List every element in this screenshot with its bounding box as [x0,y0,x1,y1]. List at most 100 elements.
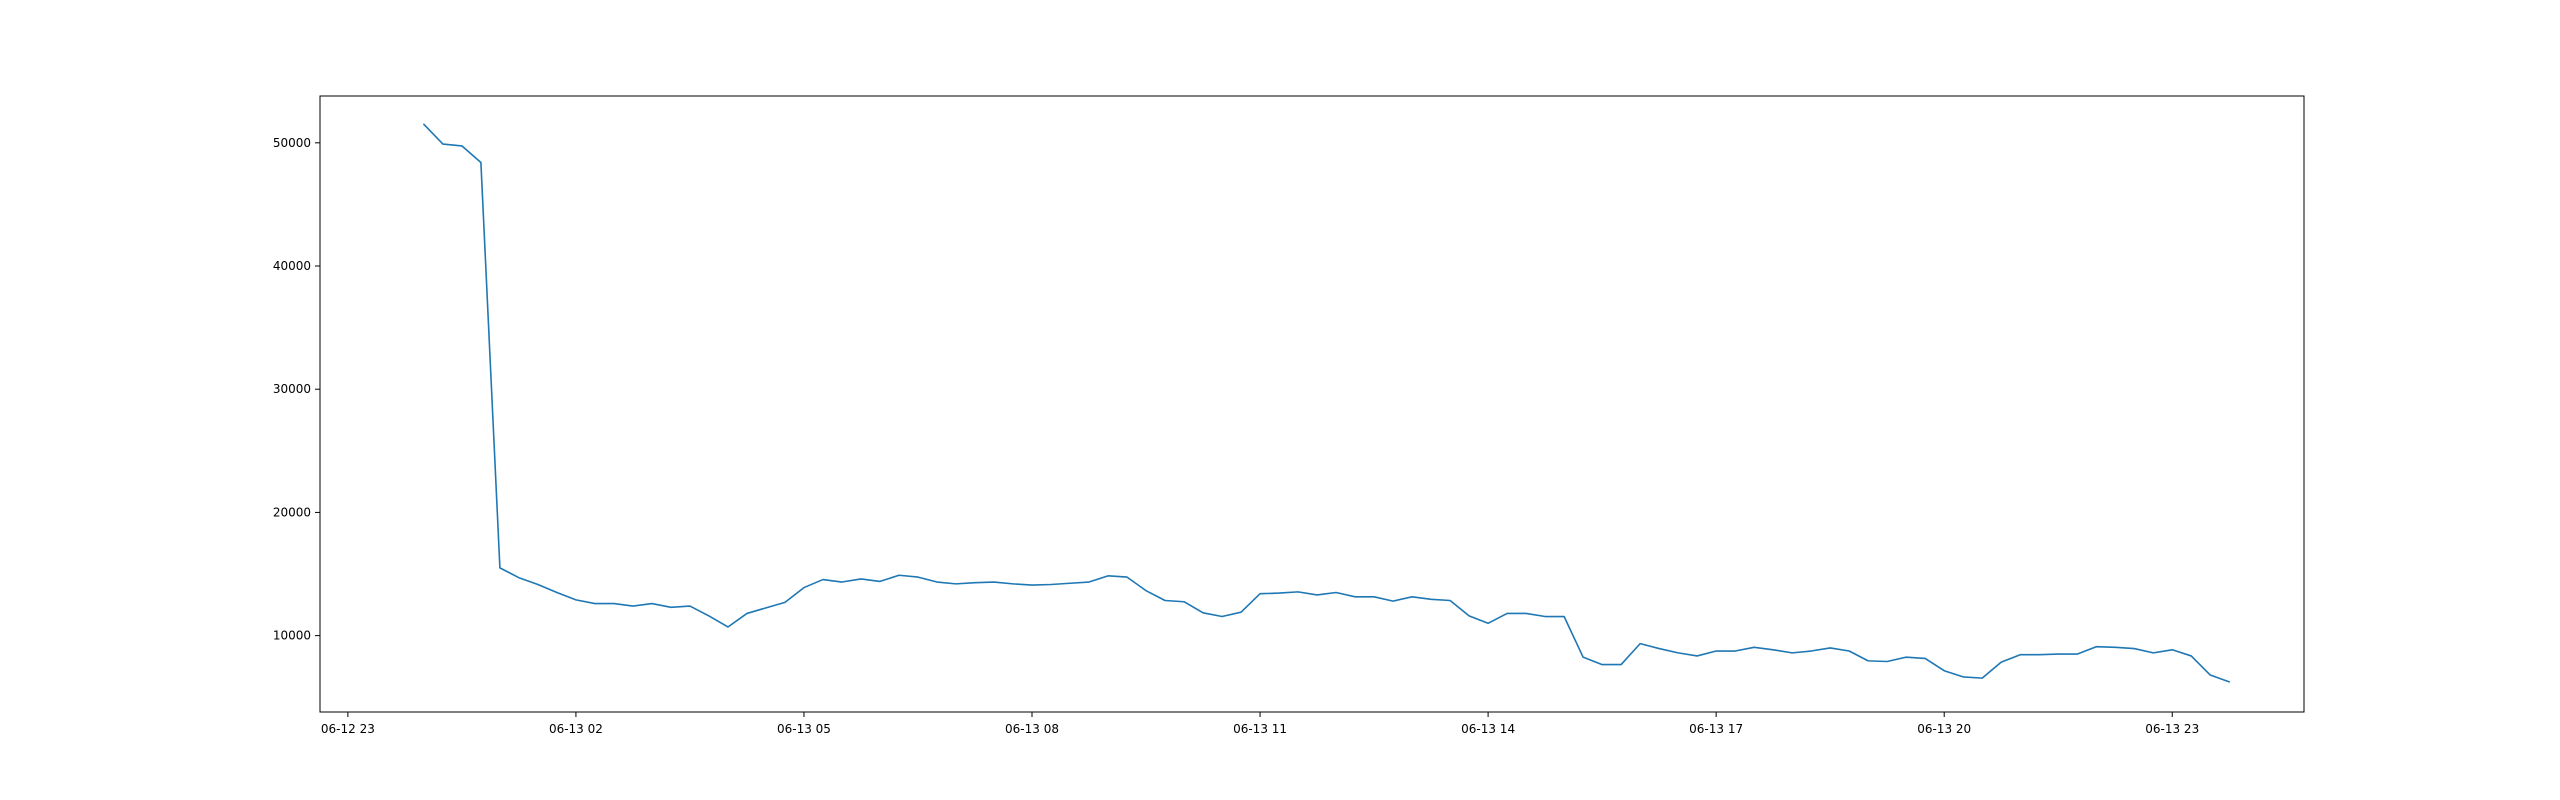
data-point [973,581,976,584]
data-point [1810,650,1813,653]
data-point [1905,656,1908,659]
data-point [1658,647,1661,650]
data-point [2076,653,2079,656]
data-point [1183,600,1186,603]
data-point [1411,595,1414,598]
data-point [612,602,615,605]
data-point [479,161,482,164]
data-point [1715,650,1718,653]
y-tick-label: 10000 [273,629,311,643]
data-point [1126,576,1129,579]
data-point [1696,654,1699,657]
data-point [1240,611,1243,614]
data-point [726,625,729,628]
data-point [1221,615,1224,618]
data-point [954,582,957,585]
data-point [593,602,596,605]
series-layer [423,123,2231,683]
data-point [1753,646,1756,649]
data-point [498,566,501,569]
x-tick-label: 06-13 08 [1005,722,1059,736]
data-point [1088,581,1091,584]
data-point [1544,615,1547,618]
data-point [441,143,444,146]
data-point [1677,651,1680,654]
data-point [1867,659,1870,662]
data-point [1487,622,1490,625]
data-point [1924,657,1927,660]
data-point [745,612,748,615]
x-tick-label: 06-13 20 [1917,722,1971,736]
data-point [1354,595,1357,598]
y-tick-label: 30000 [273,382,311,396]
y-tick-label: 50000 [273,136,311,150]
data-point [1848,650,1851,653]
data-point [802,586,805,589]
data-point [1601,663,1604,666]
x-tick-label: 06-13 05 [777,722,831,736]
data-point [935,581,938,584]
data-point [1943,669,1946,672]
data-point [1278,592,1281,595]
data-point [460,144,463,147]
data-point [1164,599,1167,602]
data-point [1316,593,1319,596]
x-tick-label: 06-12 23 [321,722,375,736]
data-point [2228,680,2231,683]
x-tick-label: 06-13 14 [1461,722,1515,736]
data-point [783,601,786,604]
data-point [1202,611,1205,614]
data-point [1050,583,1053,586]
data-point [1373,595,1376,598]
data-point [517,576,520,579]
data-point [2057,653,2060,656]
data-point [1297,590,1300,593]
data-point [2171,648,2174,651]
y-tick-label: 20000 [273,505,311,519]
data-point [2019,653,2022,656]
data-point [631,605,634,608]
data-point [1335,591,1338,594]
data-point [916,576,919,579]
data-point [555,591,558,594]
data-point [1107,574,1110,577]
data-point [859,577,862,580]
data-point [688,605,691,608]
data-point [764,606,767,609]
x-tick-label: 06-13 02 [549,722,603,736]
data-point [1962,675,1965,678]
data-point [1145,589,1148,592]
data-point [669,606,672,609]
data-point [821,578,824,581]
data-point [1430,598,1433,601]
data-point [2095,645,2098,648]
data-point [1563,615,1566,618]
data-point [536,583,539,586]
data-point [897,574,900,577]
x-tick-label: 06-13 17 [1689,722,1743,736]
data-point [1449,599,1452,602]
data-point [993,581,996,584]
data-point [1734,650,1737,653]
data-point [1031,584,1034,587]
data-point [1582,656,1585,659]
data-point [1981,677,1984,680]
data-point [1468,614,1471,617]
data-point [1525,612,1528,615]
data-point [574,598,577,601]
y-axis: 10000 20000 30000 40000 50000 [273,136,320,643]
x-axis: 06-12 23 06-13 02 06-13 05 06-13 08 06-13 11… [321,712,2199,736]
data-point [1829,646,1832,649]
data-point [2038,653,2041,656]
series-line [423,123,2231,683]
data-point [1639,642,1642,645]
data-point [1069,582,1072,585]
data-point [1772,648,1775,651]
data-point [650,602,653,605]
data-point [2152,651,2155,654]
plot-frame [319,95,2305,713]
data-point [1259,592,1262,595]
data-point [1791,651,1794,654]
